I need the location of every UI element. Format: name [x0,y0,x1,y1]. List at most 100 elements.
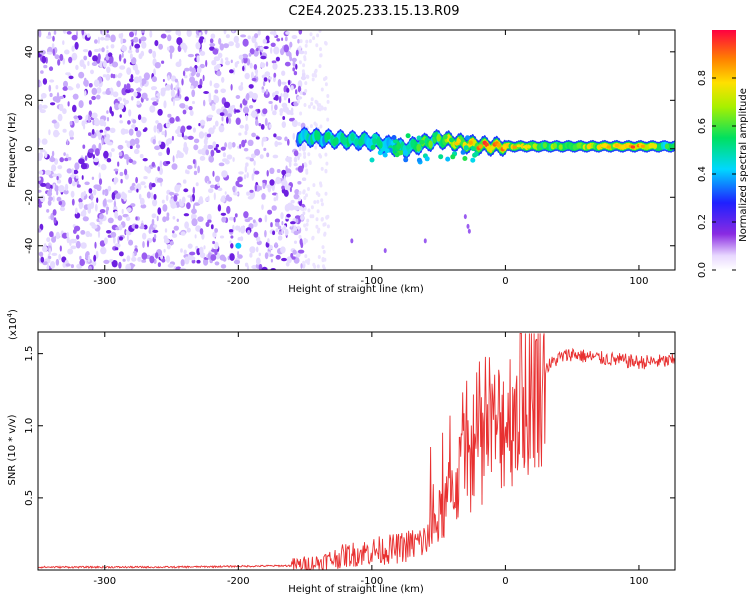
noise-speckle [293,163,298,167]
noise-speckle [318,103,322,108]
noise-speckle [304,227,308,232]
noise-speckle [187,53,194,58]
noise-speckle [107,52,113,58]
noise-speckle [196,259,201,264]
noise-speckle [291,35,298,39]
noise-speckle [292,67,296,72]
noise-speckle [83,123,86,130]
noise-speckle [319,124,323,129]
noise-speckle [130,57,137,65]
noise-speckle [303,57,307,62]
noise-speckle [118,33,122,39]
noise-speckle [82,216,89,222]
noise-speckle [126,255,131,262]
noise-speckle [84,181,90,186]
noise-speckle [110,44,115,49]
noise-speckle [140,36,147,42]
noise-speckle [105,126,111,131]
noise-speckle [71,34,78,41]
noise-speckle [297,122,301,126]
noise-speckle [141,259,147,263]
noise-speckle [224,142,228,148]
noise-speckle [219,254,226,261]
noise-speckle [63,152,66,157]
ridge-blob [394,152,400,158]
noise-speckle [44,151,48,159]
noise-speckle [143,176,148,180]
noise-speckle [227,113,232,118]
noise-speckle [114,102,120,111]
noise-speckle [53,183,56,189]
noise-speckle [144,185,147,189]
noise-speckle [59,245,62,252]
noise-speckle [198,123,201,127]
noise-speckle [132,252,135,261]
noise-speckle [52,48,55,56]
noise-speckle [175,84,178,91]
noise-speckle [104,134,107,138]
ridge-blob [473,151,479,157]
noise-speckle [302,211,306,216]
noise-speckle [183,213,190,217]
noise-speckle [175,129,180,135]
noise-speckle [275,136,282,140]
noise-speckle [93,189,97,196]
noise-speckle [91,260,97,267]
noise-speckle [46,51,53,55]
noise-speckle [259,154,264,160]
noise-speckle [232,157,235,162]
noise-speckle [277,235,283,241]
noise-speckle [207,219,212,223]
noise-speckle [80,230,86,235]
noise-speckle [314,73,318,78]
ridge-cell [672,142,675,149]
ridge-cell [606,145,612,149]
noise-speckle [272,92,276,98]
figure-title: C2E4.2025.233.15.13.R09 [288,4,459,19]
noise-speckle [265,61,269,67]
noise-speckle [106,45,109,49]
noise-speckle [251,132,256,138]
noise-speckle [220,146,226,151]
noise-speckle [207,144,214,150]
noise-speckle [255,119,259,126]
noise-speckle [245,162,249,167]
noise-speckle [210,254,217,261]
noise-speckle [262,179,267,183]
noise-speckle [40,70,44,74]
noise-speckle [312,36,316,41]
noise-speckle [65,72,70,76]
noise-speckle [105,90,111,95]
noise-speckle [247,195,254,200]
noise-speckle [313,70,317,75]
noise-speckle [262,108,268,115]
noise-speckle [183,188,189,193]
noise-speckle [146,240,150,248]
noise-speckle [74,162,80,170]
noise-speckle [318,107,322,112]
noise-speckle [70,245,77,250]
ridge-blob [370,144,376,150]
noise-speckle [269,179,275,186]
noise-speckle [93,184,100,190]
noise-speckle [281,70,286,76]
noise-speckle [230,243,234,249]
noise-speckle [243,147,249,152]
noise-speckle [324,152,328,157]
noise-speckle [149,105,156,113]
noise-speckle [130,74,134,80]
noise-speckle [286,87,290,93]
noise-speckle [273,30,277,37]
noise-speckle [109,106,113,114]
noise-speckle [62,40,65,45]
noise-speckle [299,206,303,211]
noise-speckle [242,38,249,47]
noise-speckle [180,42,187,49]
noise-speckle [80,162,88,170]
noise-speckle [467,228,471,234]
noise-speckle [219,43,224,51]
noise-speckle [170,89,175,98]
noise-speckle [249,62,253,69]
noise-speckle [133,36,139,43]
noise-speckle [222,158,229,163]
